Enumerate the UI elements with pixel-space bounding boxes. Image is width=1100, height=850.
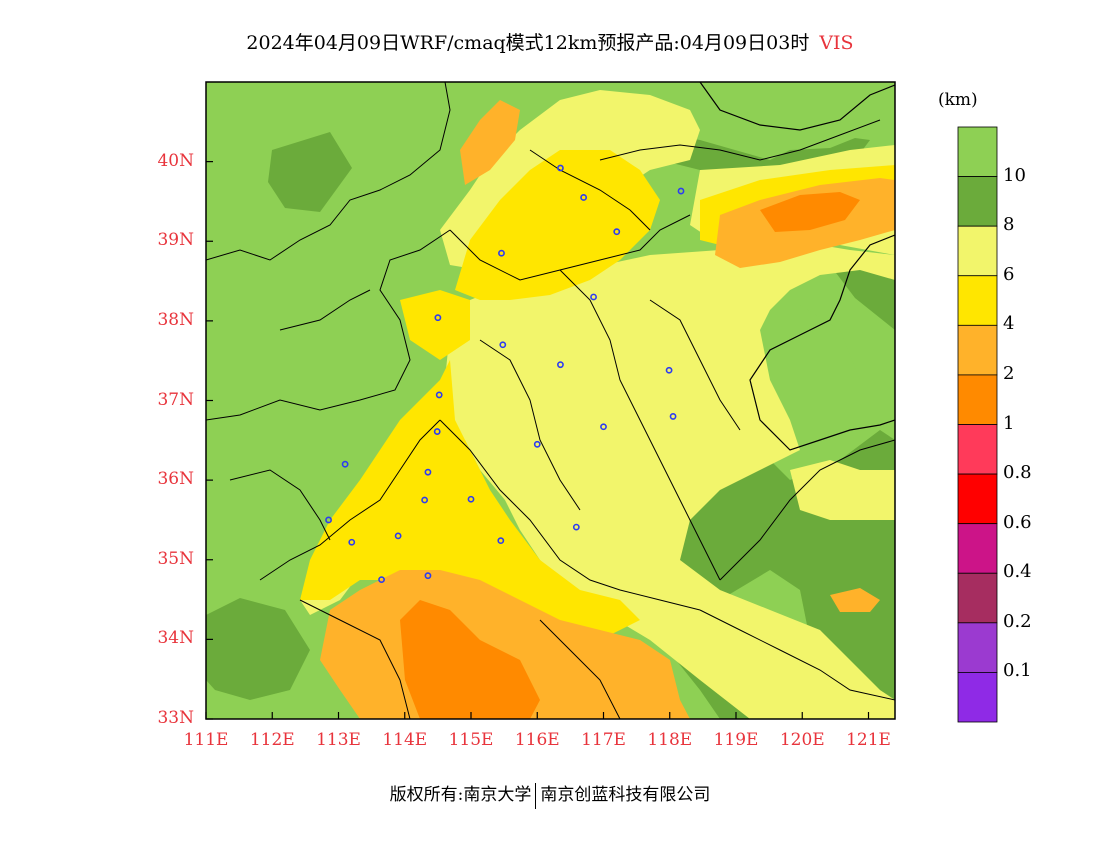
footer-left: 版权所有:南京大学 [389,785,532,805]
field-patch [460,100,520,185]
station-marker [497,537,505,545]
lon-tick-label: 112E [249,730,295,750]
lon-tick-label: 121E [846,730,891,750]
colorbar-swatch [957,225,998,277]
station-marker [348,538,356,546]
station-marker [424,572,432,580]
field-patch [400,290,470,360]
station-marker [424,468,432,476]
colorbar-label: 2 [1003,362,1015,384]
station-markers [325,164,685,584]
lon-tick-label: 117E [581,730,626,750]
station-marker [421,496,429,504]
colorbar-label: 10 [1003,164,1026,186]
station-marker [435,391,443,399]
colorbar-swatch [957,424,998,475]
map-title: 2024年04月09日WRF/cmaq模式12km预报产品:04月09日03时 V… [0,28,1100,55]
colorbar-label: 0.2 [1003,610,1032,632]
station-marker [533,440,541,448]
colorbar-label: 8 [1003,214,1015,236]
field-patch [455,150,660,300]
station-marker [613,228,621,236]
province-boundaries [206,82,895,719]
station-marker [557,164,564,172]
station-marker [394,532,402,540]
colorbar-label: 0.4 [1003,561,1032,583]
footer-separator [535,782,537,809]
visibility-field [206,82,895,719]
field-patch [830,588,880,612]
station-marker [669,413,677,420]
coastline [699,82,895,451]
station-marker [325,516,332,524]
lat-tick-label: 35N [157,548,194,569]
field-patch [300,360,640,640]
field-patch [790,460,895,520]
station-marker [572,523,580,531]
colorbar-swatch [957,126,998,177]
copyright-footer: 版权所有:南京大学 南京创蓝科技有限公司 [0,780,1100,809]
lat-tick-label: 36N [157,469,194,490]
lat-tick-marks [206,161,213,720]
colorbar-swatch [957,672,998,723]
colorbar-swatch [957,622,998,673]
lat-tick-label: 37N [157,389,194,410]
field-patch [760,192,860,232]
colorbar-label: 0.1 [1003,660,1032,682]
title-variable: VIS [819,32,854,54]
lat-tick-label: 34N [157,628,194,649]
station-marker [378,576,385,584]
colorbar-label: 4 [1003,313,1015,335]
station-marker [590,293,597,301]
station-marker [665,366,673,374]
station-marker [600,423,607,431]
lat-tick-label: 39N [157,230,194,251]
lon-tick-label: 116E [514,730,560,750]
station-marker [467,495,475,503]
colorbar-label: 1 [1003,412,1015,434]
field-patch [760,300,860,440]
station-marker [557,361,564,369]
station-marker [434,314,442,322]
title-text: 2024年04月09日WRF/cmaq模式12km预报产品:04月09日03时 [246,32,810,54]
colorbar-label: 0.6 [1003,511,1032,533]
lat-tick-label: 40N [157,150,194,171]
station-marker [433,428,441,435]
colorbar-swatch [957,374,998,425]
colorbar [957,126,998,723]
lat-tick-label: 33N [157,708,194,728]
field-patch [400,600,540,719]
station-marker [498,249,505,257]
station-marker [341,460,349,468]
colorbar-swatch [957,523,998,574]
colorbar-swatch [957,473,998,525]
station-marker [677,187,685,195]
lon-tick-label: 111E [183,730,229,750]
colorbar-label: 6 [1003,263,1015,285]
lon-tick-label: 113E [316,730,361,750]
colorbar-swatch [957,572,998,624]
lon-tick-marks [205,712,870,719]
lon-tick-label: 118E [647,730,693,750]
field-patch [206,598,310,700]
colorbar-swatch [957,275,998,326]
lat-tick-label: 38N [157,309,194,330]
station-marker [580,194,588,201]
field-patch [268,132,352,212]
colorbar-units: (km) [938,90,978,110]
field-patch [300,240,895,719]
colorbar-swatch [957,324,998,376]
lon-tick-label: 115E [448,730,494,750]
colorbar-swatch [957,176,998,227]
lon-tick-label: 114E [382,730,428,750]
colorbar-label: 0.8 [1003,462,1032,484]
lon-tick-label: 120E [779,730,825,750]
station-marker [499,341,507,349]
footer-right: 南京创蓝科技有限公司 [540,785,711,805]
lon-tick-label: 119E [713,730,759,750]
